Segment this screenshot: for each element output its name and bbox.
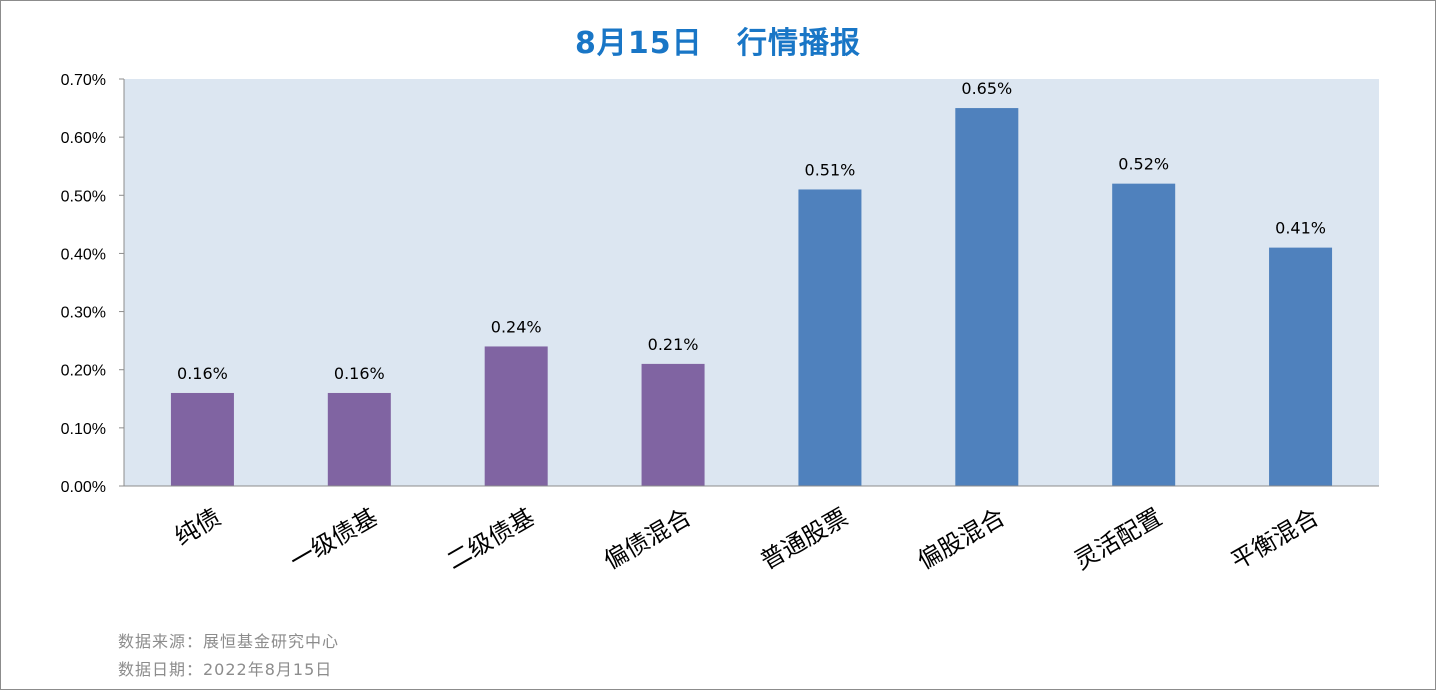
data-label-3: 0.24%	[491, 317, 542, 336]
y-tick-label: 0.30%	[61, 305, 106, 322]
y-tick-label: 0.20%	[61, 363, 106, 380]
x-axis-labels: 纯债 一级债基 二级债基 偏债混合 普通股票 偏股混合 灵活配置 平衡混合	[170, 503, 1324, 575]
data-label-5: 0.51%	[805, 160, 856, 179]
bar-series	[170, 108, 1333, 487]
data-label-7: 0.52%	[1118, 155, 1169, 174]
bar-5	[798, 189, 862, 486]
x-category-label-1: 纯债	[170, 503, 226, 551]
y-tick-label: 0.40%	[61, 246, 106, 263]
data-label-1: 0.16%	[177, 364, 228, 383]
x-category-label-3: 二级债基	[442, 503, 539, 575]
plot-area	[124, 79, 1379, 486]
data-label-8: 0.41%	[1275, 219, 1326, 238]
bar-4	[641, 363, 705, 486]
bar-1	[170, 392, 234, 486]
data-label-2: 0.16%	[334, 364, 385, 383]
y-tick-label: 0.50%	[61, 188, 106, 205]
y-axis-ticks: 0.00% 0.10% 0.20% 0.30% 0.40% 0.50% 0.60% 0.70%	[61, 72, 124, 496]
data-label-6: 0.65%	[961, 79, 1012, 98]
x-category-label-5: 普通股票	[756, 503, 853, 575]
x-category-label-7: 灵活配置	[1070, 503, 1167, 575]
x-category-label-6: 偏股混合	[913, 503, 1010, 575]
x-category-label-2: 一级债基	[285, 503, 382, 575]
y-tick-label: 0.60%	[61, 130, 106, 147]
bar-6	[955, 108, 1019, 487]
data-date-note: 数据日期：2022年8月15日	[118, 660, 333, 679]
y-tick-label: 0.10%	[61, 421, 106, 438]
y-tick-label: 0.70%	[61, 72, 106, 89]
y-tick-label: 0.00%	[61, 479, 106, 496]
bar-3	[484, 346, 548, 486]
x-category-label-8: 平衡混合	[1226, 503, 1323, 575]
bar-2	[327, 392, 391, 486]
data-labels: 0.16% 0.16% 0.24% 0.21% 0.51% 0.65% 0.52% 0.41%	[177, 79, 1326, 383]
data-source-note: 数据来源：展恒基金研究中心	[118, 632, 340, 651]
x-category-label-4: 偏债混合	[599, 503, 696, 575]
bar-7	[1112, 183, 1176, 486]
data-label-4: 0.21%	[648, 335, 699, 354]
chart-title: 8月15日 行情播报	[575, 26, 861, 61]
bar-8	[1269, 247, 1333, 486]
